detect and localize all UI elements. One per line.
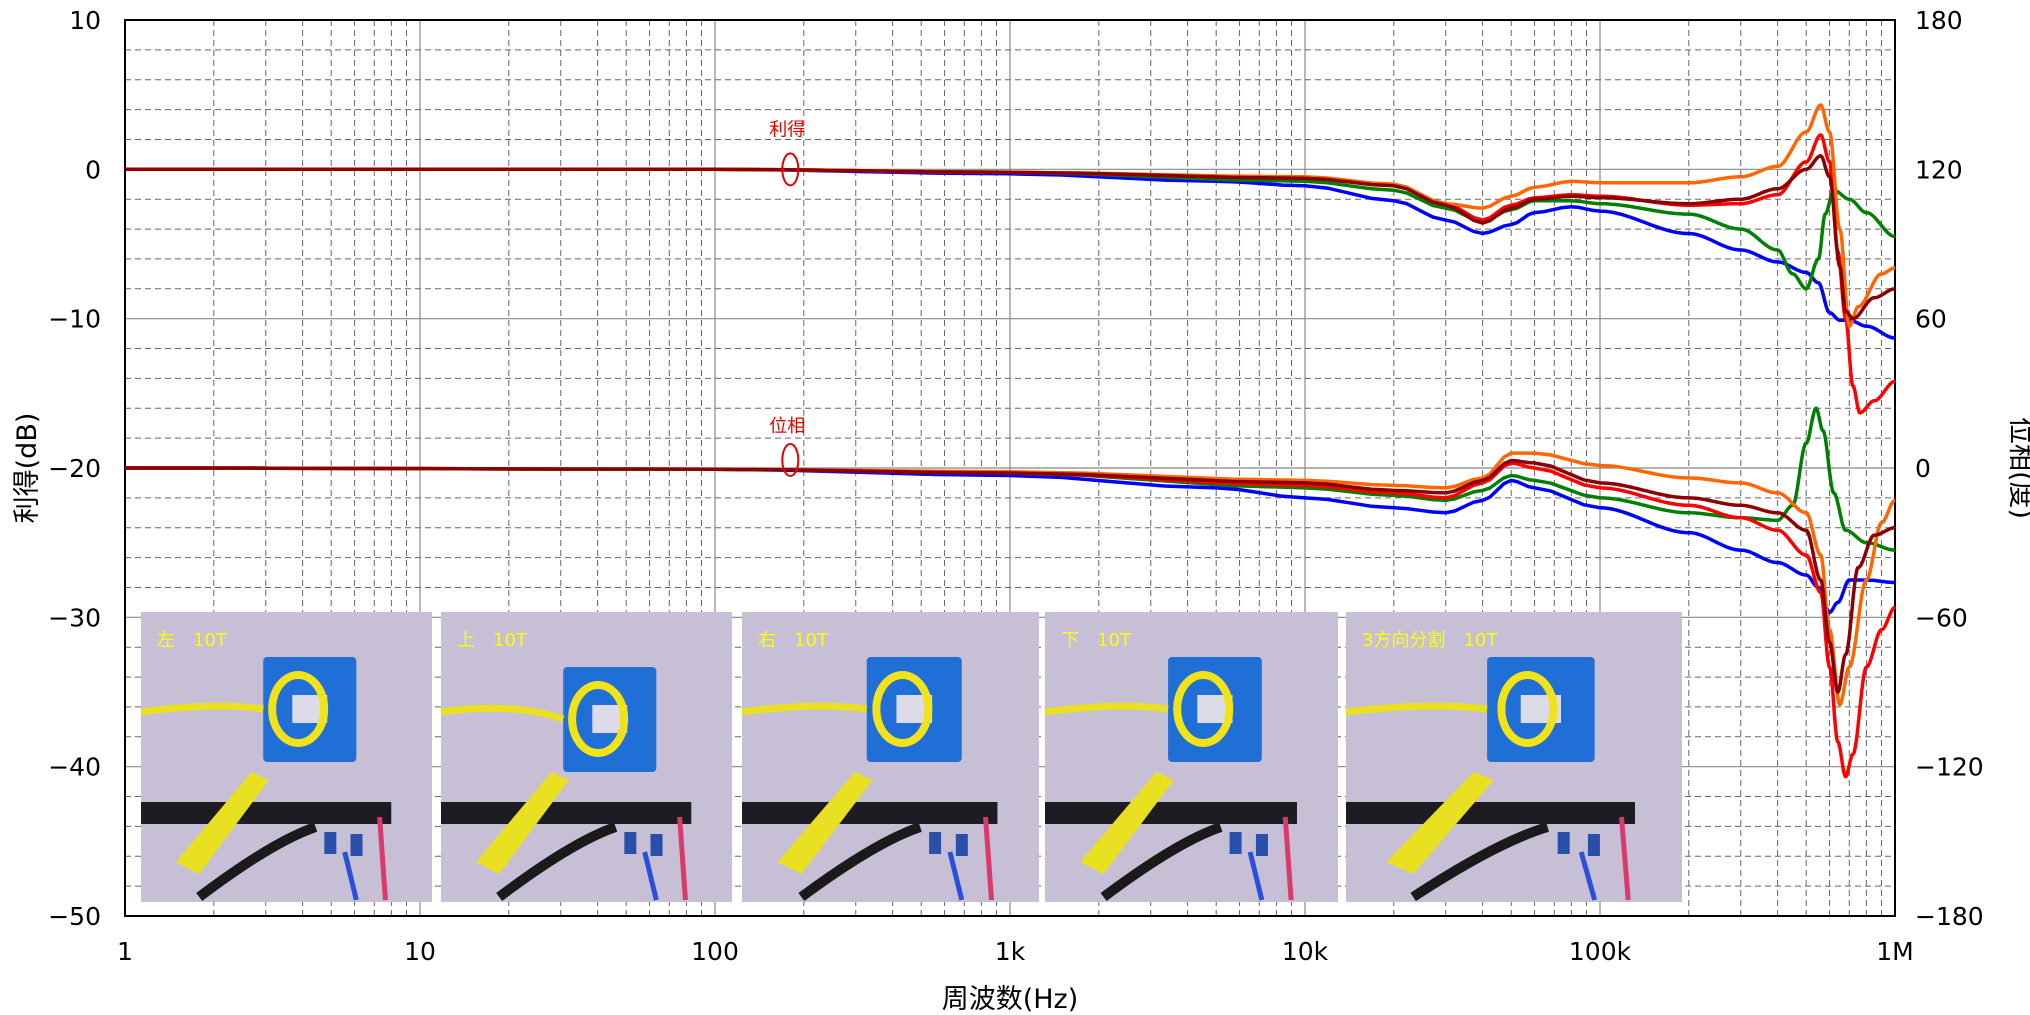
photo-inset: 3方向分割 10T: [1345, 612, 1682, 902]
y-tick-label: −40: [48, 753, 101, 782]
phase-line: [124, 451, 1896, 707]
x-tick-label: 10: [404, 937, 436, 966]
y2-tick-label: 180: [1915, 6, 1963, 35]
x-tick-label: 100: [691, 937, 739, 966]
terminal-strip: [441, 802, 692, 824]
y2-tick-label: −120: [1915, 753, 1984, 782]
x-tick-label: 1: [117, 937, 133, 966]
capacitor: [929, 832, 942, 854]
capacitor: [1229, 832, 1242, 854]
capacitor: [324, 832, 337, 854]
lead-wire: [1044, 702, 1169, 716]
clip-yellow: [1386, 772, 1494, 874]
blue-wire: [1247, 851, 1265, 901]
lead-wire: [1345, 702, 1488, 716]
terminal-strip: [1045, 802, 1297, 824]
wire-coil: [1497, 671, 1558, 747]
y-tick-label: −30: [48, 603, 101, 632]
gain-line: [125, 103, 1895, 328]
clip-black-lead: [1410, 822, 1550, 902]
y-tick-label: −50: [48, 902, 101, 931]
y2-tick-label: −180: [1915, 902, 1984, 931]
capacitor: [624, 832, 637, 854]
y2-tick-label: −60: [1915, 603, 1968, 632]
wire-coil: [1173, 671, 1234, 747]
inset-label: 上 10T: [457, 630, 528, 651]
inset-label: 3方向分割 10T: [1362, 630, 1498, 651]
wire-coil: [268, 671, 329, 747]
y-tick-label: −20: [48, 454, 101, 483]
y-tick-label: 10: [69, 6, 101, 35]
x-tick-label: 10k: [1282, 937, 1329, 966]
inset-label: 左 10T: [157, 630, 228, 651]
terminal-strip: [141, 802, 392, 824]
clip-black-lead: [798, 822, 922, 902]
gain-marker: [781, 152, 800, 187]
y-axis-ticks: 10 0 −10 −20 −30 −40 −50: [48, 6, 101, 931]
photo-inset: 左 10T: [140, 612, 432, 902]
y2-axis-title: 位相(度): [2005, 417, 2030, 519]
capacitor: [350, 834, 363, 856]
blue-wire: [947, 851, 965, 901]
photo-inset: 下 10T: [1044, 612, 1338, 902]
gain-line: [125, 154, 1895, 321]
wire-coil: [872, 671, 933, 747]
inset-label: 下 10T: [1061, 630, 1132, 651]
photo-inset: 上 10T: [440, 612, 732, 902]
y2-axis-ticks: 180 120 60 0 −60 −120 −180: [1915, 6, 1984, 931]
lead-wire: [440, 704, 565, 723]
x-tick-label: 100k: [1569, 937, 1632, 966]
phase-annotation: 位相: [769, 416, 805, 437]
phase-line: [124, 458, 1896, 694]
y-tick-label: 0: [85, 155, 101, 184]
blue-wire: [342, 851, 359, 901]
clip-black-lead: [496, 822, 618, 901]
gain-line: [125, 167, 1895, 291]
phase-marker: [781, 443, 800, 477]
y-axis-title: 利得(dB): [12, 413, 43, 524]
terminal-strip: [742, 802, 998, 824]
clip-yellow: [1080, 772, 1174, 874]
phase-line: [124, 406, 1895, 552]
clip-black-lead: [196, 822, 318, 901]
red-wire: [677, 816, 688, 901]
y-tick-label: −10: [48, 305, 101, 334]
capacitor: [1255, 834, 1268, 856]
clip-yellow: [777, 772, 873, 874]
red-wire: [1619, 816, 1631, 901]
capacitor: [1557, 832, 1570, 854]
capacitor: [955, 834, 968, 856]
gain-annotation: 利得: [769, 119, 805, 140]
phase-line: [124, 466, 1895, 615]
lead-wire: [741, 702, 868, 716]
y2-tick-label: 0: [1915, 454, 1931, 483]
capacitor: [650, 834, 663, 856]
blue-wire: [1578, 851, 1598, 901]
y2-tick-label: 120: [1915, 155, 1963, 184]
x-tick-label: 1k: [995, 937, 1026, 966]
photo-insets: 左 10T 上 10T 右 10T 下 10T 3方向分割 10T: [140, 612, 1682, 902]
red-wire: [983, 816, 994, 901]
red-wire: [1282, 816, 1294, 901]
photo-inset: 右 10T: [741, 612, 1039, 902]
x-axis-ticks: 1 10 100 1k 10k 100k 1M: [117, 937, 1914, 966]
clip-yellow: [175, 772, 270, 874]
x-tick-label: 1M: [1876, 937, 1913, 966]
series: [124, 103, 1896, 779]
red-wire: [377, 816, 388, 901]
blue-wire: [642, 851, 659, 901]
inset-label: 右 10T: [758, 630, 829, 651]
terminal-strip: [1346, 802, 1635, 824]
clip-yellow: [475, 772, 570, 874]
clip-black-lead: [1100, 822, 1223, 901]
lead-wire: [140, 702, 264, 716]
y2-tick-label: 60: [1915, 305, 1947, 334]
x-axis-title: 周波数(Hz): [942, 984, 1079, 1015]
wire-coil: [568, 681, 629, 757]
capacitor: [1587, 834, 1600, 856]
